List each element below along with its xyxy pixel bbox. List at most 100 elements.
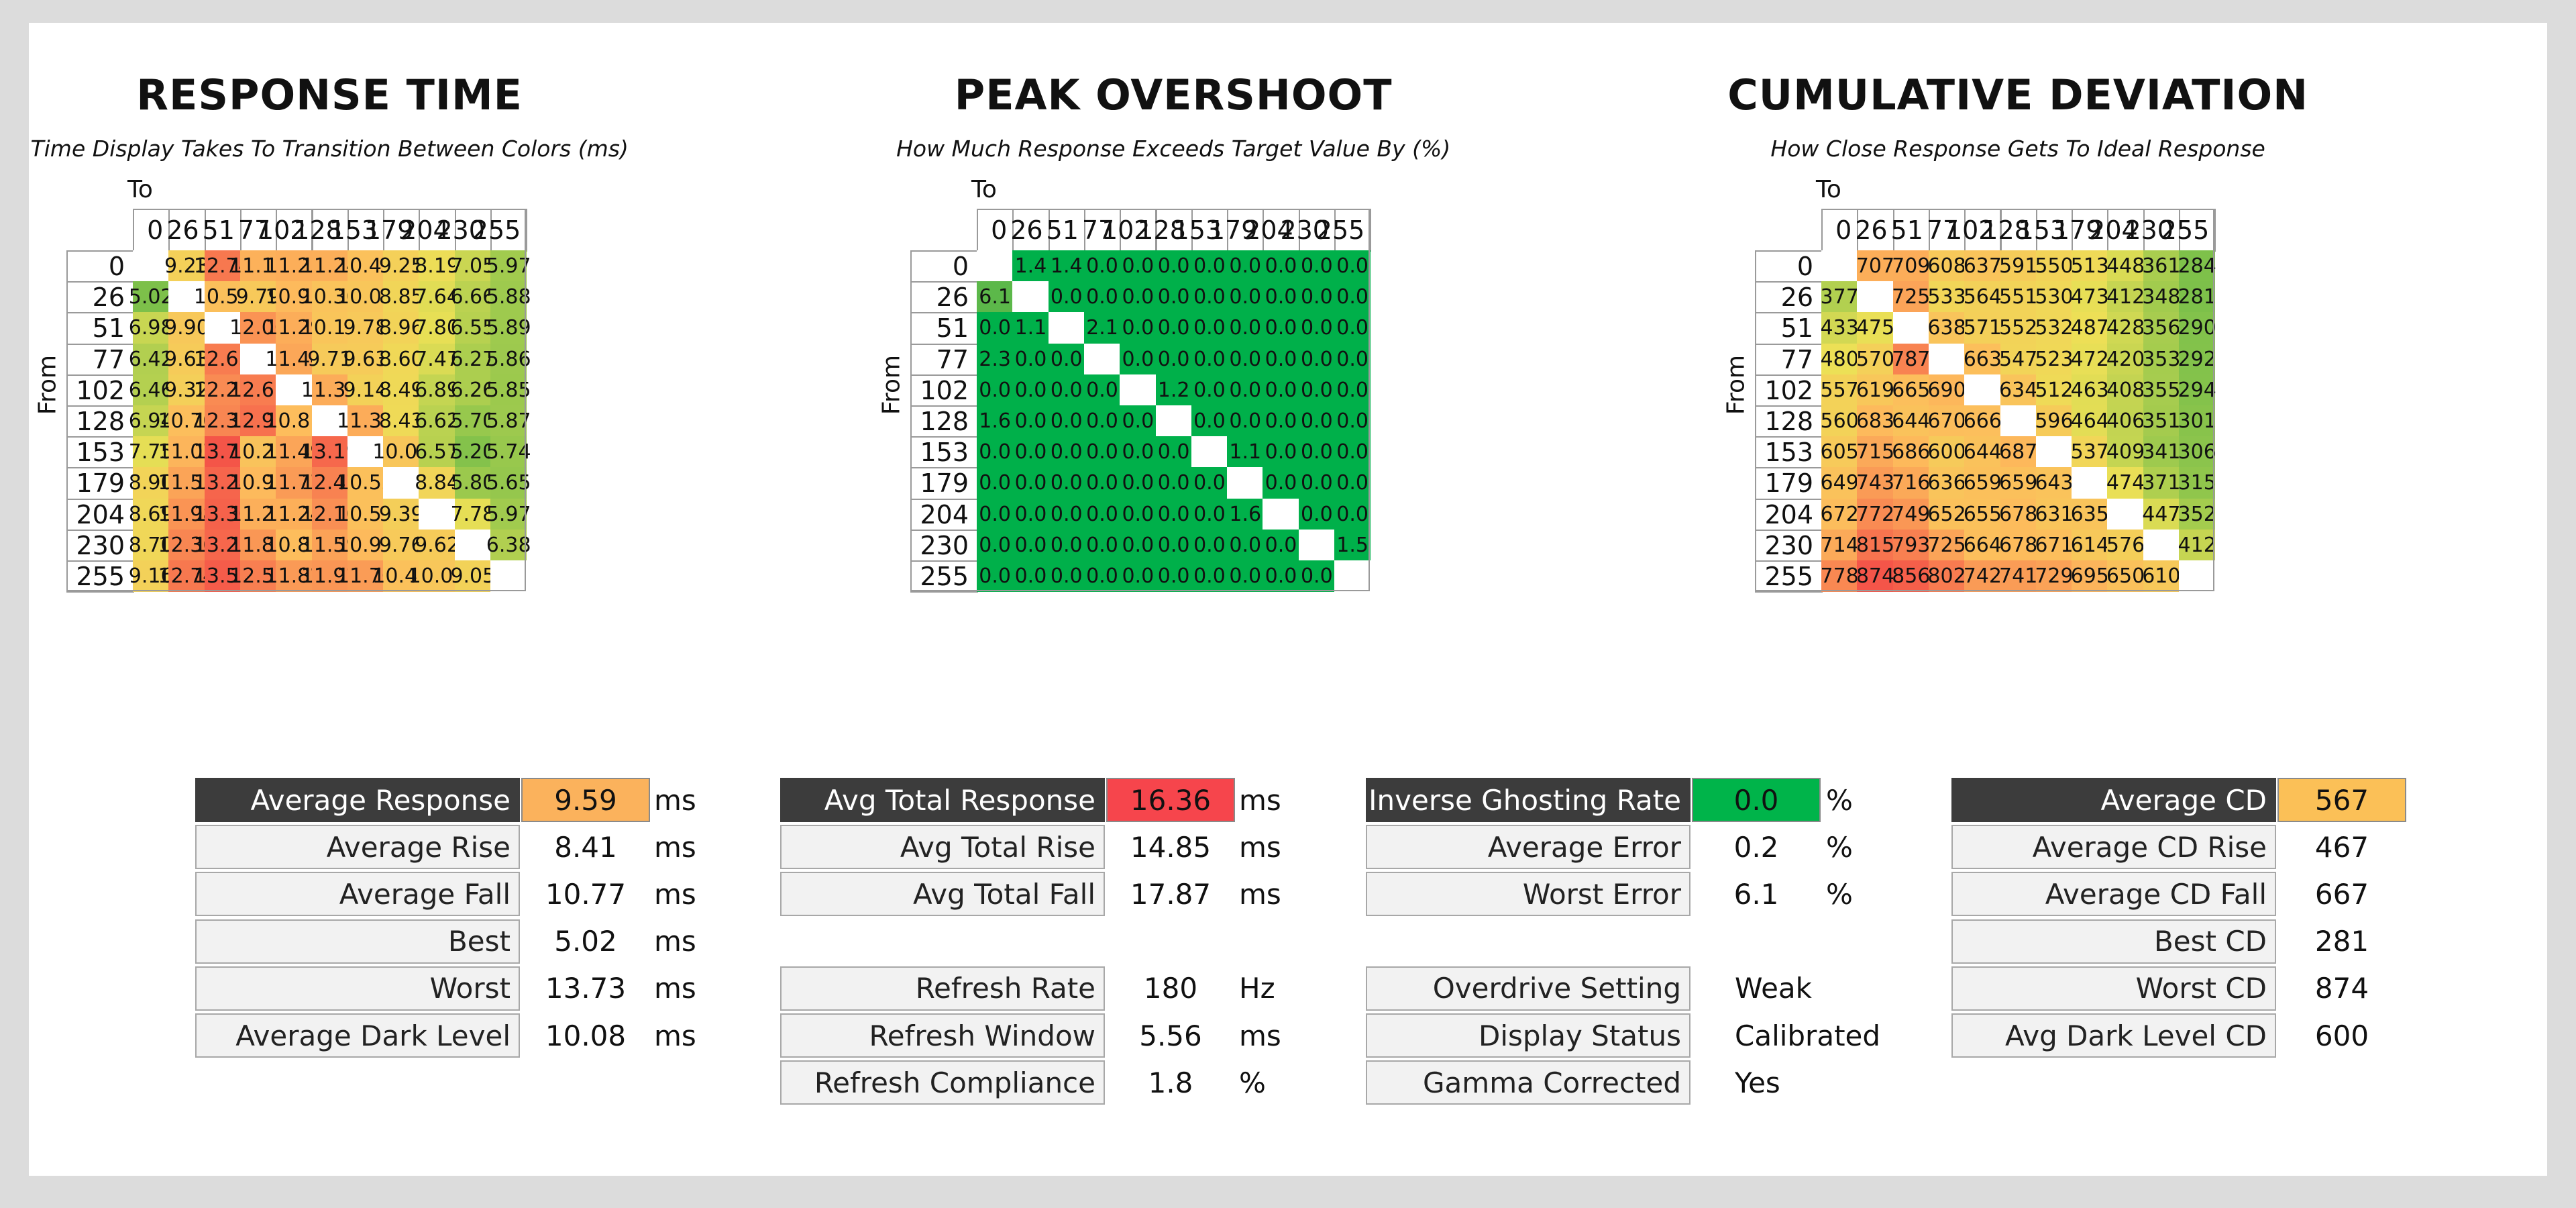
peak-overshoot-cell: 0.0 [1227,405,1264,438]
cumulative-deviation-cell: 281 [2178,281,2216,313]
stat-unit: ms [1239,877,1281,911]
response-time-cell: 12.63 [194,343,252,375]
peak-overshoot-diagonal-cell [977,250,1014,283]
cumulative-deviation-cell: 570 [1856,343,1894,375]
response-time-cell: 6.26 [450,374,495,406]
cumulative-deviation-cell: 644 [1892,405,1930,438]
peak-overshoot-from-label: From [877,354,906,415]
peak-overshoot-row-header: 128 [910,405,978,438]
response-time-col-header: 51 [203,209,241,252]
cumulative-deviation-cell: 671 [2035,529,2074,561]
stat-value: 874 [2314,972,2369,1005]
response-time-col-header: 255 [472,209,528,252]
cumulative-deviation-cell: 672 [1821,498,1859,530]
response-time-cell: 9.63 [164,343,209,375]
peak-overshoot-cell: 0.0 [1227,250,1264,283]
response-time-cell: 10.52 [337,498,394,530]
response-time-row-header: 230 [66,529,134,562]
response-time-cell: 5.80 [450,467,495,499]
cumulative-deviation-cell: 487 [2071,312,2109,344]
peak-overshoot-cell: 0.0 [1155,529,1192,561]
cumulative-deviation-row-header: 255 [1755,560,1823,593]
cumulative-deviation-cell: 614 [2071,529,2109,561]
peak-overshoot-cell: 0.0 [1227,312,1264,344]
response-time-cell: 8.69 [129,498,174,530]
cumulative-deviation-diagonal-cell [1892,312,1929,344]
peak-overshoot-cell: 0.0 [1083,281,1121,313]
peak-overshoot-cell: 0.0 [977,436,1014,468]
peak-overshoot-cell: 0.0 [1155,281,1192,313]
peak-overshoot-cell: 0.0 [1191,405,1228,438]
peak-overshoot-col-header: 77 [1082,209,1122,252]
peak-overshoot-cell: 1.4 [1048,250,1085,283]
peak-overshoot-cell: 0.0 [1083,498,1121,530]
peak-overshoot-cell: 0.0 [1048,281,1085,313]
peak-overshoot-cell: 0.0 [1155,312,1192,344]
cumulative-deviation-cell: 600 [1927,436,1966,468]
cumulative-deviation-col-header: 26 [1855,209,1894,252]
cumulative-deviation-cell: 636 [1927,467,1966,499]
peak-overshoot-cell: 0.0 [1227,281,1264,313]
peak-overshoot-cell: 0.0 [1083,436,1121,468]
peak-overshoot-cell: 1.1 [1227,436,1264,468]
cumulative-deviation-cell: 355 [2142,374,2180,406]
cumulative-deviation-cell: 631 [2035,498,2074,530]
peak-overshoot-cell: 0.0 [977,529,1014,561]
stat-unit: ms [654,972,696,1005]
response-time-diagonal-cell [239,343,277,375]
stat-label: Avg Total Response [780,778,1105,822]
peak-overshoot-cell: 0.0 [1298,467,1335,499]
response-time-diagonal-cell [168,281,205,313]
response-time-cell: 10.52 [337,467,394,499]
peak-overshoot-cell: 0.0 [1155,467,1192,499]
response-time-title: RESPONSE TIME [136,70,523,119]
cumulative-deviation-cell: 557 [1821,374,1859,406]
cumulative-deviation-col-header: 77 [1927,209,1966,252]
response-time-cell: 6.66 [450,281,495,313]
cumulative-deviation-cell: 571 [1964,312,2002,344]
peak-overshoot-diagonal-cell [1191,436,1228,468]
stat-value: 9.59 [521,778,650,822]
peak-overshoot-diagonal-cell [1012,281,1049,313]
response-time-cell: 6.38 [486,529,531,561]
stat-value: Yes [1735,1066,1780,1099]
response-time-row-header: 179 [66,467,134,500]
peak-overshoot-cell: 0.0 [1012,560,1049,593]
response-time-cell: 11.32 [337,405,394,438]
cumulative-deviation-cell: 743 [1856,467,1894,499]
cumulative-deviation-cell: 659 [1964,467,2002,499]
stat-value: 1.8 [1148,1066,1193,1099]
peak-overshoot-cell: 0.0 [977,374,1014,406]
response-time-cell: 5.97 [486,498,531,530]
cumulative-deviation-cell: 802 [1927,560,1966,593]
peak-overshoot-cell: 0.0 [1083,529,1121,561]
peak-overshoot-cell: 0.0 [1155,560,1192,593]
stat-value: 5.02 [554,925,617,958]
peak-overshoot-cell: 0.0 [1120,467,1157,499]
stat-label: Refresh Rate [780,966,1105,1011]
stat-label: Average Response [195,778,520,822]
cumulative-deviation-cell: 552 [1999,312,2037,344]
response-time-cell: 7.64 [415,281,460,313]
cumulative-deviation-cell: 371 [2142,467,2180,499]
cumulative-deviation-cell: 707 [1856,250,1894,283]
peak-overshoot-cell: 1.2 [1155,374,1192,406]
cumulative-deviation-row-header: 51 [1755,312,1823,345]
peak-overshoot-cell: 0.0 [1227,560,1264,593]
cumulative-deviation-col-header: 0 [1821,209,1859,252]
cumulative-deviation-cell: 532 [2035,312,2074,344]
stat-value: 6.1 [1733,877,1779,911]
cumulative-deviation-diagonal-cell [1857,281,1894,313]
response-time-cell: 9.16 [129,560,174,593]
cumulative-deviation-cell: 678 [1999,498,2037,530]
cumulative-deviation-cell: 353 [2142,343,2180,375]
stat-label: Worst [195,966,520,1011]
cumulative-deviation-cell: 856 [1892,560,1930,593]
cumulative-deviation-cell: 472 [2071,343,2109,375]
response-time-row-header: 255 [66,560,134,593]
cumulative-deviation-cell: 551 [1999,281,2037,313]
response-time-cell: 8.19 [415,250,460,283]
stat-unit: ms [654,877,696,911]
stat-unit: ms [1239,1019,1281,1052]
cumulative-deviation-cell: 560 [1821,405,1859,438]
